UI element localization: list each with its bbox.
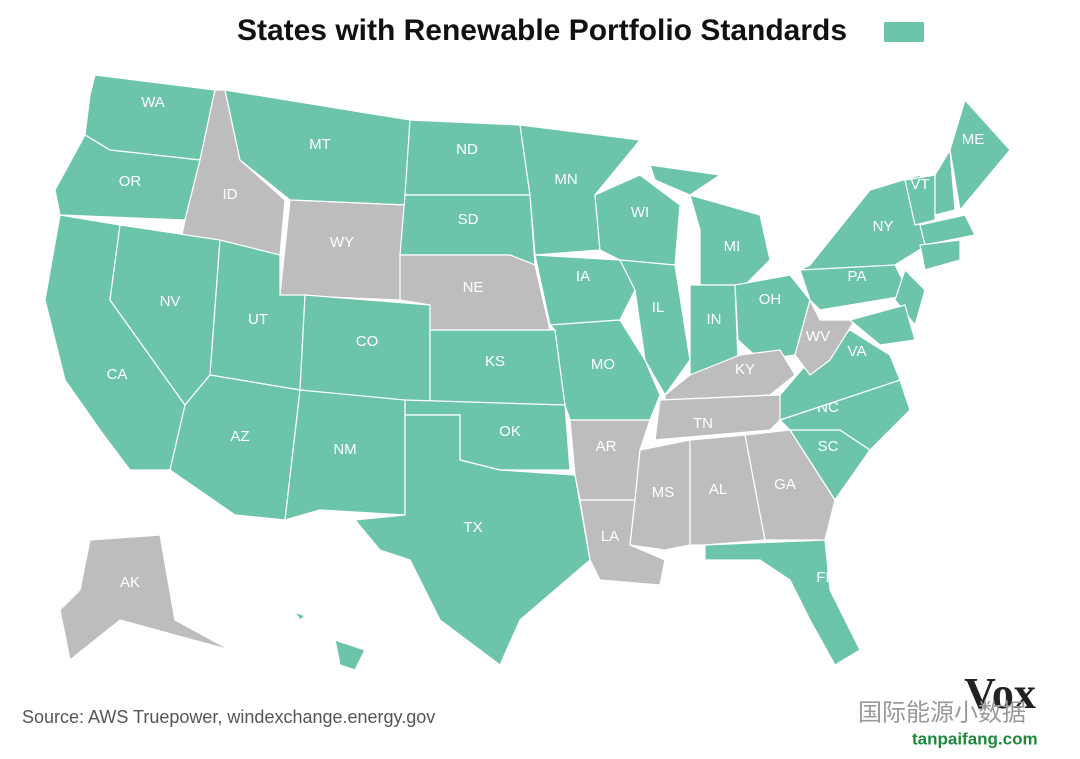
state-label: VT (910, 176, 929, 193)
state-label: VA (848, 343, 867, 360)
state (848, 304, 916, 346)
state-label: AK (120, 574, 140, 591)
state-label: FL (816, 569, 834, 586)
state-label: MO (591, 356, 615, 373)
state-label: ME (962, 131, 985, 148)
state (353, 414, 591, 666)
state-label: MT (309, 136, 331, 153)
state-label: WA (141, 94, 165, 111)
state (904, 174, 936, 226)
watermark: 国际能源小数据 (858, 699, 1026, 726)
state-label: NY (873, 218, 894, 235)
state-label: NV (160, 293, 181, 310)
map-title: States with Renewable Portfolio Standard… (237, 14, 847, 47)
state (334, 639, 366, 671)
state-label: AL (709, 481, 727, 498)
state-label: IL (652, 299, 665, 316)
state-label: CO (356, 333, 379, 350)
logo: Vox (964, 669, 1036, 718)
state-label: CA (107, 366, 128, 383)
state (534, 254, 636, 326)
state-label: MN (554, 171, 577, 188)
state-label: MI (724, 238, 741, 255)
state-label: MS (652, 484, 675, 501)
state (689, 434, 766, 546)
state-label: AZ (230, 428, 249, 445)
state-label: KS (485, 353, 505, 370)
state (919, 214, 976, 246)
state-label: PA (848, 268, 867, 285)
state (919, 239, 961, 271)
state-label: NE (463, 279, 484, 296)
legend-swatch (884, 22, 924, 42)
site: tanpaifang.com (912, 729, 1038, 748)
state-label: OR (119, 173, 142, 190)
state (59, 534, 231, 662)
state (284, 389, 406, 521)
state (894, 268, 926, 327)
state-label: OH (759, 291, 782, 308)
state (949, 98, 1011, 212)
state-label: LA (601, 528, 619, 545)
state-label: SD (458, 211, 479, 228)
state-label: ND (456, 141, 478, 158)
state-label: IN (707, 311, 722, 328)
state (704, 539, 861, 666)
state-label: GA (774, 476, 796, 493)
state (293, 610, 307, 621)
state-label: NM (333, 441, 356, 458)
state-label: UT (248, 311, 268, 328)
state (744, 429, 836, 541)
state-label: TX (463, 519, 482, 536)
state-label: AR (596, 438, 617, 455)
state-label: SC (818, 438, 839, 455)
state-label: WY (330, 234, 354, 251)
source: Source: AWS Truepower, windexchange.ener… (22, 707, 435, 727)
state-label: KY (735, 361, 755, 378)
state-label: IA (576, 268, 590, 285)
state-label: WI (631, 204, 649, 221)
state (649, 164, 722, 196)
state (934, 148, 956, 216)
state-label: ID (223, 186, 238, 203)
state-label: TN (693, 415, 713, 432)
state-label: WV (806, 328, 830, 345)
state-label: OK (499, 423, 521, 440)
states: WA OR CA ID MT WY NV UT AZ CO NM ND SD NE KS OK TX MN IA MO… (44, 74, 1011, 671)
state (299, 294, 431, 406)
